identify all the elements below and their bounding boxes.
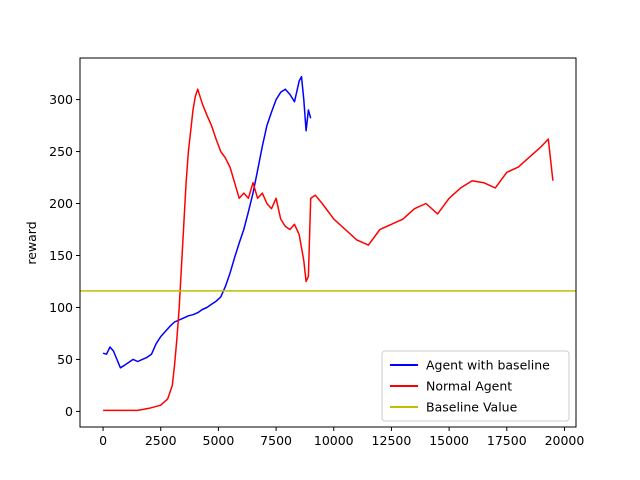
x-tick-label: 10000 [314, 433, 354, 448]
plot-area [80, 75, 576, 412]
legend-box [381, 350, 570, 422]
series-line-normal-agent [103, 88, 554, 412]
legend-label-normal-agent: Normal Agent [426, 379, 512, 394]
x-axis: 0 2500 5000 7500 10000 12500 15000 17500 20000 [99, 427, 584, 448]
x-tick-label: 5000 [203, 433, 235, 448]
axes-frame [79, 57, 577, 428]
y-tick-label: 50 [57, 352, 73, 367]
y-tick-label: 200 [49, 196, 73, 211]
legend: Agent with baseline Normal Agent Baseline … [381, 350, 570, 422]
legend-label-baseline-value: Baseline Value [426, 400, 518, 415]
x-tick-label: 12500 [372, 433, 412, 448]
y-tick-label: 300 [49, 92, 73, 107]
y-tick-label: 100 [49, 300, 73, 315]
x-tick-label: 17500 [487, 433, 527, 448]
y-tick-label: 0 [65, 404, 73, 419]
x-tick-label: 20000 [545, 433, 585, 448]
y-axis: 0 50 100 150 200 250 300 [49, 92, 80, 419]
x-tick-label: 7500 [260, 433, 292, 448]
x-tick-label: 2500 [145, 433, 177, 448]
y-axis-label: reward [24, 221, 39, 264]
x-tick-label: 15000 [429, 433, 469, 448]
y-tick-label: 250 [49, 144, 73, 159]
legend-label-agent-with-baseline: Agent with baseline [426, 358, 550, 373]
y-tick-label: 150 [49, 248, 73, 263]
x-tick-label: 0 [99, 433, 107, 448]
series-line-agent-with-baseline [102, 75, 312, 369]
